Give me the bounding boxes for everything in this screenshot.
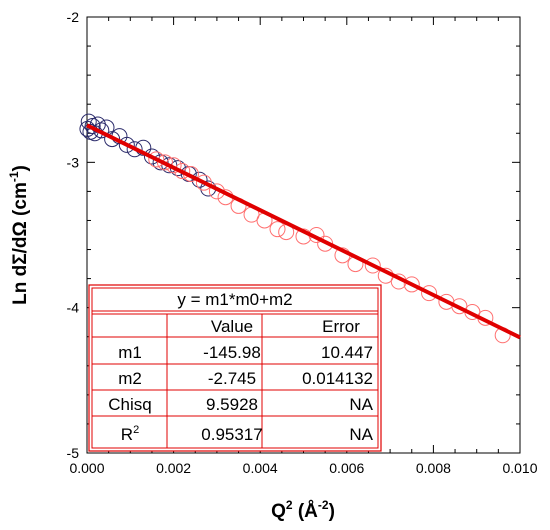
fit-param-error: 10.447: [321, 343, 373, 362]
fit-table-header-error: Error: [322, 317, 360, 336]
data-point: [118, 136, 135, 153]
fit-param-error: NA: [349, 425, 373, 444]
y-tick-label: -4: [67, 300, 80, 316]
x-axis-label-unit-sup: -2: [318, 498, 329, 512]
x-tick-label: 0.010: [502, 460, 537, 476]
fit-param-name: m1: [118, 343, 142, 362]
x-axis-label: Q2 (Å-2): [271, 498, 335, 522]
fit-param-name: Chisq: [108, 395, 151, 414]
fit-param-value: 9.5928: [206, 395, 258, 414]
x-tick-label: 0.008: [416, 460, 451, 476]
fit-param-value: -2.745: [208, 369, 256, 388]
data-point: [403, 276, 420, 293]
data-point: [174, 163, 191, 180]
fit-param-name: R2: [121, 424, 139, 444]
y-axis-label-close: ): [10, 165, 31, 171]
fit-param-value: -145.98: [203, 343, 261, 362]
y-axis-label-sup: -1: [7, 171, 21, 182]
data-point: [195, 174, 212, 191]
fit-param-name: m2: [118, 369, 142, 388]
y-axis-label-base: Ln dΣ/dΩ (cm: [10, 182, 31, 305]
data-point: [126, 141, 143, 158]
data-point: [191, 171, 208, 188]
x-tick-label: 0.006: [329, 460, 364, 476]
fit-param-value: 0.95317: [201, 425, 262, 444]
data-point: [421, 285, 438, 302]
x-axis-label-sup: 2: [286, 498, 293, 512]
fit-table-frame-outer: [88, 284, 382, 452]
data-point: [364, 257, 381, 274]
y-axis-label: Ln dΣ/dΩ (cm-1): [7, 165, 31, 305]
x-axis-label-close: ): [329, 501, 335, 522]
data-point: [269, 221, 286, 238]
y-tick-label: -5: [67, 445, 80, 461]
fit-param-error: 0.014132: [302, 369, 373, 388]
x-tick-label: 0.002: [156, 460, 191, 476]
fit-param-name-sup: 2: [133, 424, 139, 436]
y-tick-label: -2: [67, 9, 80, 25]
data-point: [156, 154, 173, 171]
data-point: [152, 154, 169, 171]
fit-param-name-base: R: [121, 425, 133, 444]
fit-param-error: NA: [349, 395, 373, 414]
y-tick-label: -3: [67, 154, 80, 170]
axis-ticks: 0.000 0.002 0.004 0.006 0.008 0.010 -2 -3 -4 -5: [67, 9, 538, 476]
x-axis-label-unit: (Å: [293, 501, 319, 522]
fit-table-frame-inner: [91, 287, 379, 449]
x-axis-label-base: Q: [271, 501, 286, 522]
data-point: [148, 151, 165, 168]
fit-table-header-value: Value: [211, 317, 253, 336]
fit-equation: y = m1*m0+m2: [177, 290, 292, 309]
x-tick-label: 0.000: [69, 460, 104, 476]
x-tick-label: 0.004: [243, 460, 278, 476]
fit-table: y = m1*m0+m2 Value Error m1 -145.98 10.4…: [88, 284, 382, 452]
fit-line: [86, 123, 521, 340]
